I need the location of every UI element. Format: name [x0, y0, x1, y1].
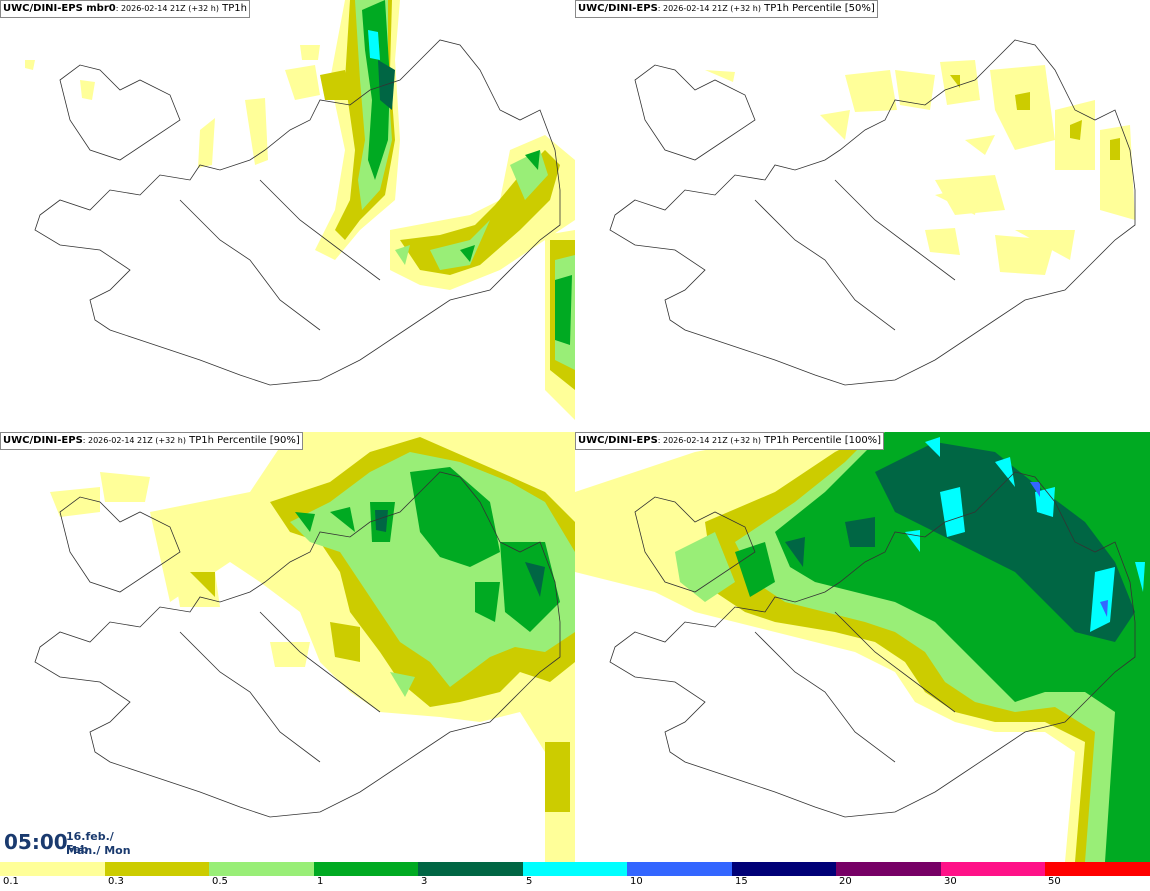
run-time: : 2026-02-14 21Z (+32 h): [82, 436, 186, 445]
model-name: UWC/DINI-EPS: [3, 435, 83, 446]
precipitation-map: [25, 0, 575, 420]
field-name: TP1h: [218, 3, 247, 14]
legend-color-swatch: [1045, 862, 1150, 876]
legend-color-swatch: [313, 862, 419, 876]
legend-color-swatch: [209, 862, 314, 876]
legend-tick-label: 5: [526, 876, 533, 887]
color-legend-bar: [0, 862, 1150, 876]
field-name: TP1h Percentile [90%]: [185, 435, 300, 446]
map-panel-mbr0: UWC/DINI-EPS mbr0: 2026-02-14 21Z (+32 h…: [0, 0, 575, 430]
legend-tick-label: 1: [317, 876, 324, 887]
legend-tick-label: 3: [421, 876, 428, 887]
model-name: UWC/DINI-EPS: [578, 435, 658, 446]
legend-color-swatch: [836, 862, 941, 876]
run-time: : 2026-02-14 21Z (+32 h): [115, 4, 219, 13]
precipitation-map: [34, 432, 575, 862]
legend-color-swatch: [940, 862, 1046, 876]
legend-tick-label: 0.3: [108, 876, 124, 887]
legend-tick-label: 30: [944, 876, 957, 887]
valid-weekday: Mán./ Mon: [66, 844, 131, 857]
legend-tick-label: 50: [1048, 876, 1061, 887]
field-name: TP1h Percentile [100%]: [760, 435, 882, 446]
legend-color-swatch: [0, 862, 105, 876]
legend-tick-label: 0.1: [3, 876, 19, 887]
map-panel-p50: UWC/DINI-EPS: 2026-02-14 21Z (+32 h) TP1…: [575, 0, 1150, 430]
legend-color-swatch: [418, 862, 523, 876]
legend-color-swatch: [627, 862, 732, 876]
panel-header: UWC/DINI-EPS mbr0: 2026-02-14 21Z (+32 h…: [0, 0, 250, 18]
run-time: : 2026-02-14 21Z (+32 h): [657, 436, 761, 445]
legend-tick-label: 15: [735, 876, 748, 887]
valid-date: 16.feb./ Feb: [66, 830, 114, 856]
legend-color-swatch: [731, 862, 837, 876]
legend-color-swatch: [522, 862, 628, 876]
run-time: : 2026-02-14 21Z (+32 h): [657, 4, 761, 13]
panel-header: UWC/DINI-EPS: 2026-02-14 21Z (+32 h) TP1…: [575, 432, 885, 450]
legend-tick-label: 10: [630, 876, 643, 887]
precipitation-map: [609, 39, 1136, 386]
legend-tick-label: 20: [839, 876, 852, 887]
field-name: TP1h Percentile [50%]: [760, 3, 875, 14]
panel-header: UWC/DINI-EPS: 2026-02-14 21Z (+32 h) TP1…: [0, 432, 303, 450]
valid-time: 05:00: [4, 830, 68, 854]
legend-tick-label: 0.5: [212, 876, 228, 887]
map-panel-p100: UWC/DINI-EPS: 2026-02-14 21Z (+32 h) TP1…: [575, 432, 1150, 862]
panel-header: UWC/DINI-EPS: 2026-02-14 21Z (+32 h) TP1…: [575, 0, 878, 18]
precipitation-map: [575, 432, 1150, 862]
legend-color-swatch: [104, 862, 210, 876]
valid-time-box: 05:00 16.feb./ Feb Mán./ Mon: [0, 826, 140, 860]
model-name: UWC/DINI-EPS mbr0: [3, 3, 116, 14]
map-panel-p90: UWC/DINI-EPS: 2026-02-14 21Z (+32 h) TP1…: [0, 432, 575, 862]
model-name: UWC/DINI-EPS: [578, 3, 658, 14]
